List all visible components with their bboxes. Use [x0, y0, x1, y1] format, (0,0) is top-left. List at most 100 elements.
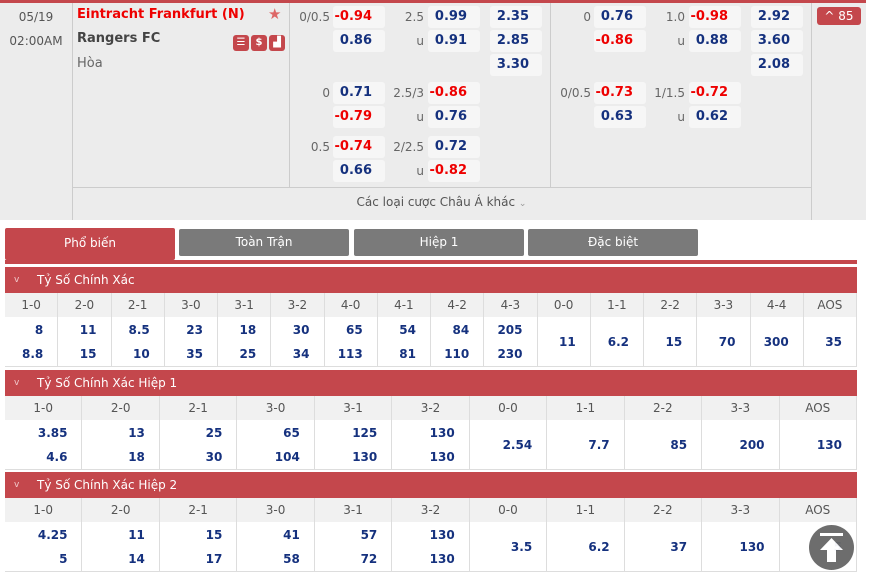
score-odds-cell[interactable]: 65 104: [237, 420, 315, 469]
score-odds[interactable]: 72: [360, 551, 378, 566]
score-odds[interactable]: 81: [399, 346, 416, 361]
score-odds-cell[interactable]: 2.54: [470, 420, 548, 469]
1x2-odds[interactable]: 2.35: [490, 6, 542, 28]
score-odds[interactable]: 25: [239, 346, 257, 361]
score-odds[interactable]: 57: [360, 527, 378, 542]
score-odds[interactable]: 25: [205, 425, 223, 440]
score-odds-cell[interactable]: 130 130: [392, 522, 470, 571]
score-odds[interactable]: 230: [497, 346, 523, 361]
score-odds-cell[interactable]: 130: [780, 420, 857, 469]
score-odds[interactable]: 130: [352, 449, 378, 464]
score-odds-cell[interactable]: 30 34: [271, 317, 325, 366]
1x2-odds[interactable]: 2.08: [751, 54, 803, 76]
score-odds[interactable]: 15: [665, 334, 683, 349]
under-odds[interactable]: 0.91: [428, 30, 480, 52]
score-odds[interactable]: 30: [205, 449, 223, 464]
score-odds[interactable]: 37: [670, 539, 688, 554]
score-odds-cell[interactable]: 85: [625, 420, 703, 469]
over-odds[interactable]: -0.86: [428, 82, 480, 104]
handicap-away-odds[interactable]: 0.63: [594, 106, 646, 128]
handicap-away-odds[interactable]: 0.86: [333, 30, 385, 52]
score-odds[interactable]: 110: [444, 346, 470, 361]
score-odds[interactable]: 3.85: [37, 425, 68, 440]
score-odds[interactable]: 18: [239, 322, 257, 337]
score-odds[interactable]: 54: [399, 322, 416, 337]
score-odds[interactable]: 70: [718, 334, 736, 349]
score-odds-cell[interactable]: 13 18: [82, 420, 160, 469]
score-odds[interactable]: 15: [79, 346, 97, 361]
score-odds[interactable]: 130: [429, 449, 455, 464]
score-odds[interactable]: 14: [128, 551, 145, 566]
score-odds-cell[interactable]: 65 113: [325, 317, 378, 366]
score-odds[interactable]: 4.6: [46, 449, 68, 464]
score-odds[interactable]: 6.2: [588, 539, 610, 554]
score-odds-cell[interactable]: 11: [538, 317, 591, 366]
score-odds[interactable]: 18: [128, 449, 145, 464]
score-odds-cell[interactable]: 15 17: [160, 522, 238, 571]
score-odds[interactable]: 65: [283, 425, 300, 440]
score-odds-cell[interactable]: 15: [644, 317, 698, 366]
away-team[interactable]: Rangers FC: [77, 31, 161, 46]
favorite-star-icon[interactable]: ★: [268, 5, 282, 23]
over-odds[interactable]: 0.72: [428, 136, 480, 158]
score-odds[interactable]: 11: [128, 527, 145, 542]
score-odds[interactable]: 205: [497, 322, 523, 337]
score-odds[interactable]: 6.2: [607, 334, 629, 349]
live-score-icon[interactable]: ☰: [233, 35, 249, 51]
scroll-to-top-button[interactable]: [809, 525, 854, 570]
score-odds-cell[interactable]: 11 15: [58, 317, 112, 366]
under-odds[interactable]: 0.62: [689, 106, 741, 128]
score-odds-cell[interactable]: 8.5 10: [112, 317, 165, 366]
score-odds[interactable]: 84: [452, 322, 470, 337]
home-team[interactable]: Eintracht Frankfurt (N): [77, 7, 245, 22]
score-odds-cell[interactable]: 6.2: [547, 522, 625, 571]
over-odds[interactable]: -0.98: [689, 6, 741, 28]
score-odds[interactable]: 5: [59, 551, 68, 566]
score-odds-cell[interactable]: 6.2: [591, 317, 644, 366]
section-header[interactable]: v Tỷ Số Chính Xác: [5, 267, 857, 293]
score-odds-cell[interactable]: 4.25 5: [5, 522, 83, 571]
odds-icon[interactable]: $: [251, 35, 267, 51]
score-odds[interactable]: 130: [816, 437, 842, 452]
score-odds-cell[interactable]: 84 110: [431, 317, 485, 366]
score-odds[interactable]: 300: [763, 334, 789, 349]
score-odds-cell[interactable]: 7.7: [547, 420, 625, 469]
score-odds-cell[interactable]: 18 25: [218, 317, 272, 366]
section-header[interactable]: v Tỷ Số Chính Xác Hiệp 2: [5, 472, 857, 498]
1x2-odds[interactable]: 3.60: [751, 30, 803, 52]
score-odds[interactable]: 125: [352, 425, 378, 440]
tab-popular[interactable]: Phổ biến: [5, 228, 175, 260]
score-odds[interactable]: 8: [34, 322, 44, 337]
score-odds-cell[interactable]: 300: [751, 317, 804, 366]
handicap-away-odds[interactable]: 0.66: [333, 160, 385, 182]
score-odds-cell[interactable]: 205 230: [484, 317, 538, 366]
score-odds[interactable]: 34: [292, 346, 310, 361]
over-odds[interactable]: 0.99: [428, 6, 480, 28]
score-odds[interactable]: 35: [186, 346, 203, 361]
tab-full-match[interactable]: Toàn Trận: [179, 229, 349, 256]
score-odds[interactable]: 130: [739, 539, 765, 554]
score-odds[interactable]: 130: [429, 527, 455, 542]
handicap-home-odds[interactable]: -0.74: [333, 136, 385, 158]
handicap-away-odds[interactable]: -0.79: [333, 106, 385, 128]
score-odds[interactable]: 113: [337, 346, 363, 361]
score-odds-cell[interactable]: 8 8.8: [5, 317, 59, 366]
score-odds-cell[interactable]: 25 30: [160, 420, 238, 469]
score-odds-cell[interactable]: 3.5: [470, 522, 548, 571]
under-odds[interactable]: 0.76: [428, 106, 480, 128]
score-odds[interactable]: 130: [429, 551, 455, 566]
score-odds[interactable]: 8.8: [21, 346, 44, 361]
score-odds[interactable]: 41: [283, 527, 300, 542]
score-odds-cell[interactable]: 57 72: [315, 522, 393, 571]
score-odds[interactable]: 8.5: [128, 322, 150, 337]
score-odds-cell[interactable]: 200: [702, 420, 780, 469]
score-odds[interactable]: 17: [205, 551, 223, 566]
score-odds[interactable]: 11: [559, 334, 576, 349]
score-odds-cell[interactable]: 11 14: [82, 522, 160, 571]
score-odds-cell[interactable]: 130: [702, 522, 780, 571]
score-odds[interactable]: 13: [128, 425, 145, 440]
score-odds[interactable]: 11: [79, 322, 97, 337]
score-odds-cell[interactable]: 3.85 4.6: [5, 420, 83, 469]
score-odds-cell[interactable]: 70: [697, 317, 751, 366]
score-odds[interactable]: 65: [346, 322, 363, 337]
